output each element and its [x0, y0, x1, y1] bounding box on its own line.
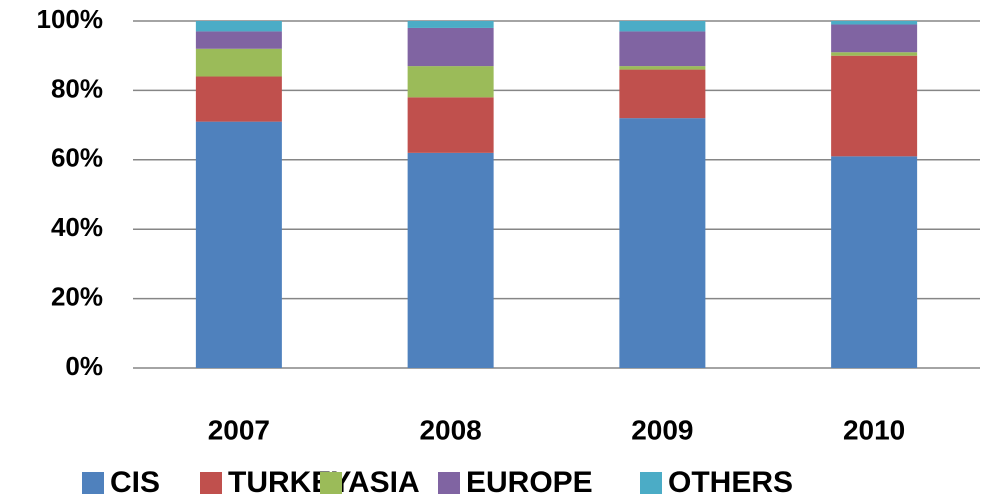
bar-segment — [619, 69, 706, 119]
bar-segment — [407, 152, 494, 368]
legend-swatch — [320, 472, 342, 494]
bar-segment — [619, 118, 706, 368]
x-tick-label: 2007 — [208, 414, 270, 445]
y-tick-label: 40% — [51, 212, 103, 242]
bar-segment — [407, 27, 494, 67]
bar-segment — [195, 121, 282, 368]
x-tick-label: 2009 — [631, 414, 693, 445]
bar-segment — [619, 21, 706, 32]
bar-segment — [407, 21, 494, 28]
y-tick-label: 0% — [65, 351, 103, 381]
y-tick-label: 80% — [51, 73, 103, 103]
bar-segment — [831, 55, 918, 157]
legend-label: ASIA — [348, 466, 420, 499]
bar-segment — [195, 76, 282, 122]
bar-segment — [407, 66, 494, 98]
bar-segment — [831, 156, 918, 368]
x-tick-label: 2010 — [843, 414, 905, 445]
bar-segment — [831, 21, 918, 25]
bar-segment — [619, 31, 706, 67]
legend-swatch — [200, 472, 222, 494]
bar-segment — [831, 24, 918, 53]
y-tick-label: 100% — [37, 4, 104, 34]
legend-swatch — [640, 472, 662, 494]
bar-segment — [407, 97, 494, 153]
legend-label: CIS — [110, 466, 160, 499]
bar-segment — [619, 66, 706, 70]
x-tick-label: 2008 — [419, 414, 481, 445]
y-tick-label: 20% — [51, 281, 103, 311]
bar-segment — [195, 31, 282, 49]
y-tick-label: 60% — [51, 143, 103, 173]
legend-label: EUROPE — [466, 466, 593, 499]
bar-segment — [195, 21, 282, 32]
legend-swatch — [438, 472, 460, 494]
legend-swatch — [82, 472, 104, 494]
bar-segment — [831, 52, 918, 56]
legend-label: OTHERS — [668, 466, 793, 499]
bar-segment — [195, 48, 282, 77]
